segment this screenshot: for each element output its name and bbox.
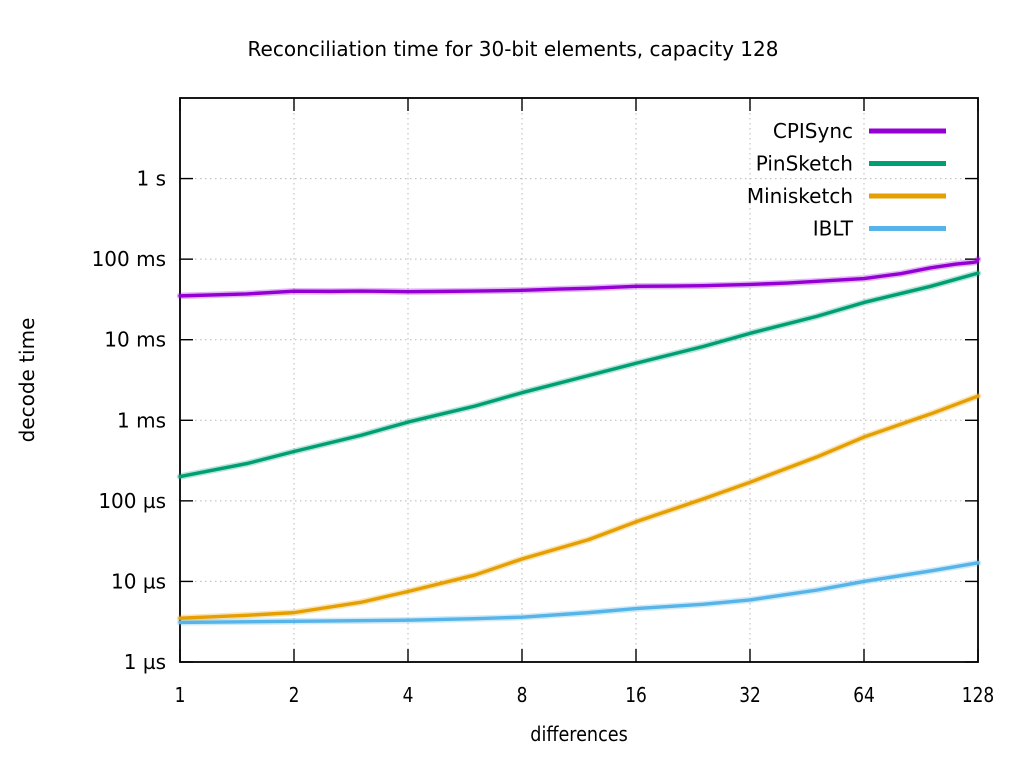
x-tick-labels: 1 2 4 8 16 32 64 128: [175, 685, 995, 708]
y-tick-labels: 1 µs 10 µs 100 µs 1 ms 10 ms 100 ms 1 s: [92, 167, 166, 674]
x-tick-label: 128: [962, 685, 994, 708]
x-tick-label: 2: [289, 685, 300, 708]
legend: CPISync PinSketch Minisketch IBLT: [747, 119, 946, 241]
y-tick-label: 10 ms: [104, 328, 166, 352]
y-axis-label: decode time: [15, 318, 39, 443]
series-line-minisketch: [178, 394, 980, 620]
legend-label-cpisync: CPISync: [773, 119, 853, 143]
series-line-cpisync: [178, 257, 980, 298]
x-tick-label: 1: [175, 685, 186, 708]
y-tick-label: 1 ms: [117, 408, 166, 432]
plot-border: [179, 97, 979, 663]
legend-label-iblt: IBLT: [813, 217, 854, 241]
x-tick-label: 64: [853, 685, 875, 708]
chart-title: Reconciliation time for 30-bit elements,…: [248, 37, 779, 61]
x-tick-label: 32: [739, 685, 761, 708]
legend-label-minisketch: Minisketch: [747, 184, 853, 208]
y-tick-label: 1 s: [136, 167, 166, 191]
x-tick-label: 8: [517, 685, 528, 708]
y-tick-label: 100 ms: [92, 247, 166, 271]
series-line-iblt: [178, 561, 980, 625]
series-lines: [176, 255, 982, 626]
y-tick-label: 100 µs: [98, 489, 166, 513]
y-tick-label: 1 µs: [124, 650, 166, 674]
x-axis-label: differences: [530, 724, 627, 746]
x-tick-label: 4: [403, 685, 414, 708]
legend-label-pinsketch: PinSketch: [756, 152, 853, 176]
y-tick-label: 10 µs: [111, 569, 166, 593]
series-line-pinsketch: [178, 271, 980, 479]
x-tick-label: 16: [625, 685, 647, 708]
